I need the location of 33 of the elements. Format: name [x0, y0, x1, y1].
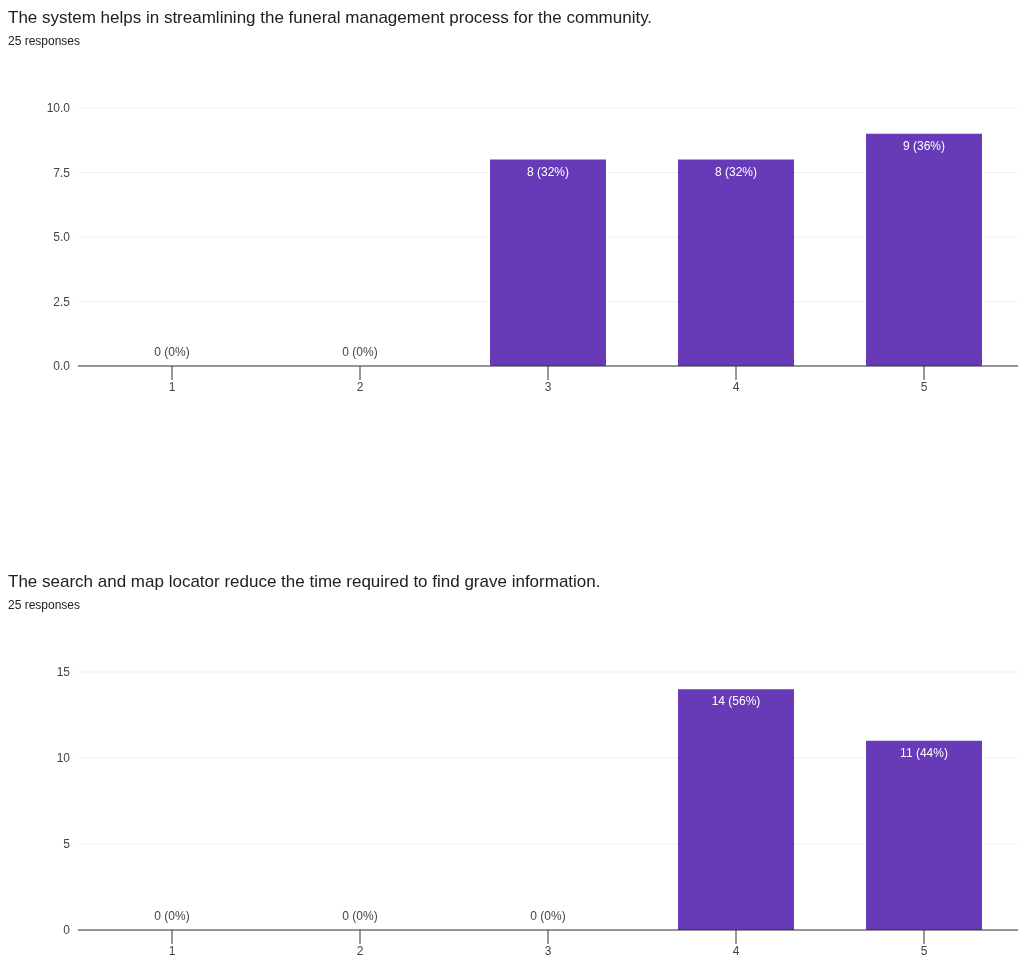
data-label: 11 (44%) [900, 745, 948, 760]
x-tick-label: 1 [168, 379, 176, 394]
y-tick-label: 10.0 [46, 101, 71, 116]
x-tick-label: 3 [544, 943, 552, 956]
chart-subtitle: 25 responses [8, 598, 82, 612]
x-tick-label: 5 [920, 943, 928, 956]
x-tick-label: 4 [732, 943, 740, 956]
y-tick-label: 7.5 [53, 165, 71, 180]
data-label: 0 (0%) [154, 345, 190, 359]
data-label: 0 (0%) [530, 909, 566, 923]
y-tick-label: 5 [63, 837, 71, 852]
data-label: 0 (0%) [342, 345, 378, 359]
data-label: 8 (32%) [526, 164, 570, 179]
data-label: 0 (0%) [342, 909, 378, 923]
y-tick-label: 10 [56, 751, 71, 766]
y-tick-label: 5.0 [53, 230, 71, 245]
chart-title: The system helps in streamlining the funeral management process for the community. [8, 8, 654, 28]
x-tick-label: 2 [356, 943, 364, 956]
chart-title: The search and map locator reduce the time required to find grave information. [8, 572, 602, 592]
chart-subtitle: 25 responses [8, 34, 82, 48]
data-label: 9 (36%) [902, 138, 946, 153]
data-label: 14 (56%) [711, 694, 761, 709]
x-tick-label: 1 [168, 943, 176, 956]
data-label: 0 (0%) [154, 909, 190, 923]
y-tick-label: 15 [56, 665, 71, 680]
x-tick-label: 2 [356, 379, 364, 394]
y-tick-label: 2.5 [53, 294, 71, 309]
data-label: 8 (32%) [714, 164, 758, 179]
y-tick-label: 0.0 [53, 359, 71, 374]
y-tick-label: 0 [63, 923, 71, 938]
x-tick-label: 5 [920, 379, 928, 394]
x-tick-label: 4 [732, 379, 740, 394]
x-tick-label: 3 [544, 379, 552, 394]
